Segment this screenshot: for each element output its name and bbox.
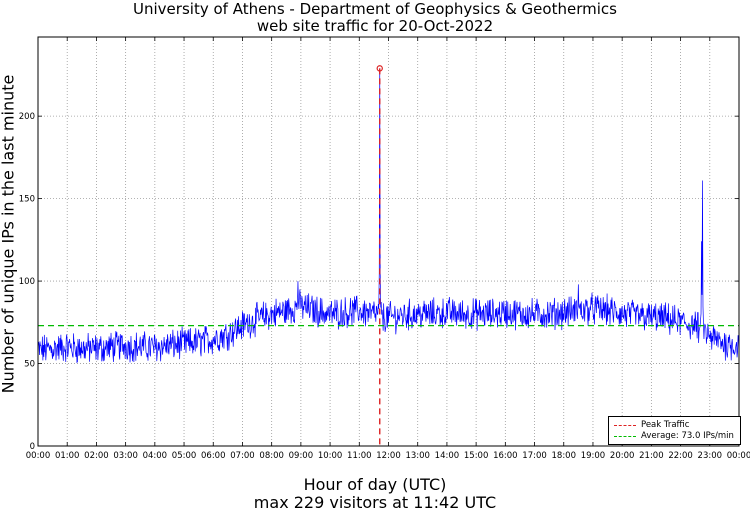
plot-frame — [37, 36, 740, 447]
peak-marker — [376, 65, 383, 72]
x-tick-label: 03:00 — [113, 451, 138, 461]
x-tick-label: 01:00 — [55, 451, 80, 461]
y-tick-label: 100 — [19, 277, 35, 287]
x-tick-label: 17:00 — [522, 451, 547, 461]
legend-entry-average: Average: 73.0 IPs/min — [609, 431, 740, 442]
x-tick-label: 20:00 — [610, 451, 635, 461]
x-tick-label: 00:00 — [26, 451, 51, 461]
legend-average-label: Average: 73.0 IPs/min — [641, 431, 734, 441]
legend: Peak Traffic Average: 73.0 IPs/min — [608, 416, 741, 445]
x-tick-label: 18:00 — [552, 451, 577, 461]
x-tick-label: 12:00 — [376, 451, 401, 461]
x-tick-label: 04:00 — [143, 451, 168, 461]
x-tick-label: 09:00 — [289, 451, 314, 461]
legend-peak-label: Peak Traffic — [641, 420, 690, 430]
y-tick-label: 50 — [24, 360, 35, 370]
x-tick-label: 16:00 — [493, 451, 518, 461]
y-tick-label: 150 — [19, 195, 35, 205]
x-tick-label: 07:00 — [230, 451, 255, 461]
x-tick-label: 15:00 — [464, 451, 489, 461]
x-tick-label: 08:00 — [259, 451, 284, 461]
x-tick-label: 21:00 — [639, 451, 664, 461]
peak-summary: max 229 visitors at 11:42 UTC — [253, 493, 497, 512]
x-tick-label: 14:00 — [435, 451, 460, 461]
chart-title: University of Athens - Department of Geo… — [133, 0, 617, 18]
y-tick-label: 0 — [30, 442, 35, 452]
x-tick-label: 22:00 — [668, 451, 693, 461]
x-tick-label: 10:00 — [318, 451, 343, 461]
x-tick-label: 19:00 — [581, 451, 606, 461]
x-tick-label: 05:00 — [172, 451, 197, 461]
x-axis-label: Hour of day (UTC) — [303, 475, 447, 494]
chart-subtitle: web site traffic for 20-Oct-2022 — [256, 17, 494, 35]
x-tick-label: 13:00 — [405, 451, 430, 461]
legend-peak-swatch — [614, 425, 636, 426]
y-axis-label: Number of unique IPs in the last minute — [0, 74, 18, 394]
x-tick-label: 11:00 — [347, 451, 372, 461]
traffic-series-line — [37, 68, 740, 364]
x-tick-label: 00:00 — [727, 451, 750, 461]
x-tick-label: 02:00 — [84, 451, 109, 461]
y-tick-label: 200 — [19, 112, 35, 122]
legend-entry-peak: Peak Traffic — [609, 420, 740, 431]
legend-average-swatch — [614, 436, 636, 437]
x-tick-label: 06:00 — [201, 451, 226, 461]
x-tick-label: 23:00 — [698, 451, 723, 461]
